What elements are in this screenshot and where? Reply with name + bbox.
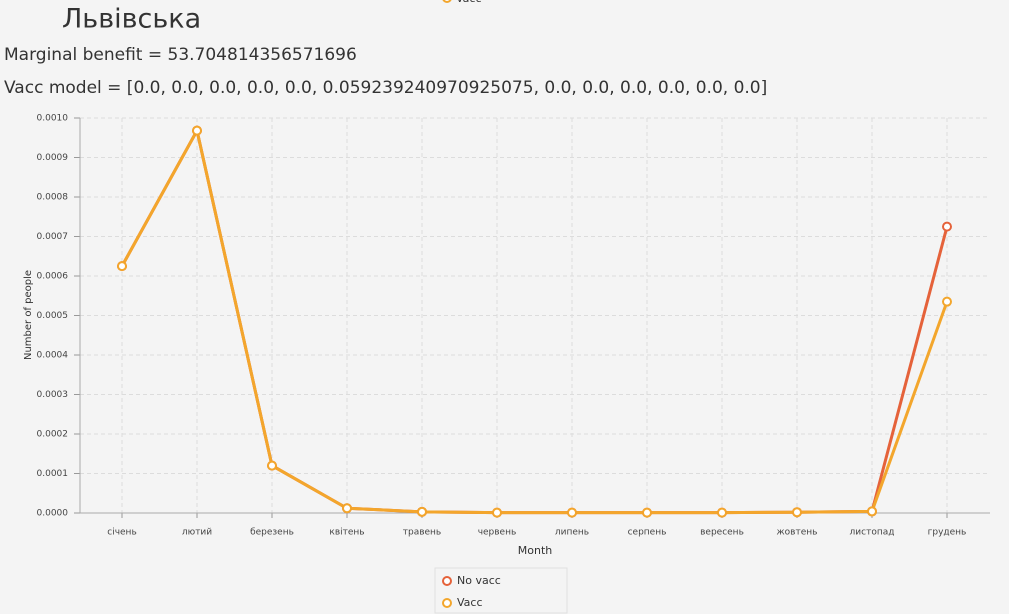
data-point <box>792 507 802 518</box>
legend-marker <box>442 598 452 608</box>
series-line <box>120 126 949 515</box>
data-point <box>342 503 352 514</box>
chart-title: Львівська <box>62 4 201 35</box>
y-axis-label: Number of people <box>23 270 34 360</box>
y-tick-label: 0.0009 <box>37 153 69 163</box>
x-tick-label: липень <box>555 528 589 538</box>
data-point <box>567 507 577 518</box>
data-point <box>717 507 727 518</box>
data-point <box>192 125 202 136</box>
legend-label: Vacc <box>457 596 483 609</box>
y-tick-label: 0.0002 <box>37 430 69 440</box>
legend-marker <box>442 576 452 586</box>
legend-label: No vacc <box>457 574 501 587</box>
x-tick-label: серпень <box>628 528 667 538</box>
x-tick-label: вересень <box>700 528 744 538</box>
series-line <box>120 126 949 515</box>
data-point <box>942 296 952 307</box>
x-tick-label: жовтень <box>777 528 818 538</box>
y-tick-label: 0.0003 <box>37 390 69 400</box>
y-tick-label: 0.0005 <box>37 311 69 321</box>
y-tick-label: 0.0007 <box>37 232 69 242</box>
fragment-legend-label: Vacc <box>456 0 482 5</box>
data-point <box>417 506 427 517</box>
data-point <box>867 506 877 517</box>
x-tick-label: червень <box>478 528 517 538</box>
data-point <box>942 221 952 232</box>
x-tick-label: травень <box>403 528 442 538</box>
data-point <box>492 507 502 518</box>
annotation: Marginal benefit = 53.704814356571696 <box>4 45 357 65</box>
y-tick-label: 0.0004 <box>37 351 69 361</box>
x-tick-label: січень <box>107 528 137 538</box>
y-tick-label: 0.0000 <box>37 509 69 519</box>
x-tick-label: березень <box>250 528 294 538</box>
x-tick-label: листопад <box>850 528 895 538</box>
y-tick-label: 0.0006 <box>37 272 69 282</box>
x-tick-label: лютий <box>182 528 212 538</box>
annotation: Vacc model = [0.0, 0.0, 0.0, 0.0, 0.0, 0… <box>4 78 767 98</box>
data-point <box>642 507 652 518</box>
x-axis-label: Month <box>518 544 553 557</box>
x-tick-label: грудень <box>928 528 967 538</box>
data-point <box>267 460 277 471</box>
y-tick-label: 0.0001 <box>37 469 69 479</box>
legend-box <box>434 567 568 614</box>
x-tick-label: квітень <box>329 528 364 538</box>
y-tick-label: 0.0010 <box>37 114 69 124</box>
fragment-legend-marker <box>442 0 452 3</box>
y-tick-label: 0.0008 <box>37 193 69 203</box>
data-point <box>117 261 127 272</box>
